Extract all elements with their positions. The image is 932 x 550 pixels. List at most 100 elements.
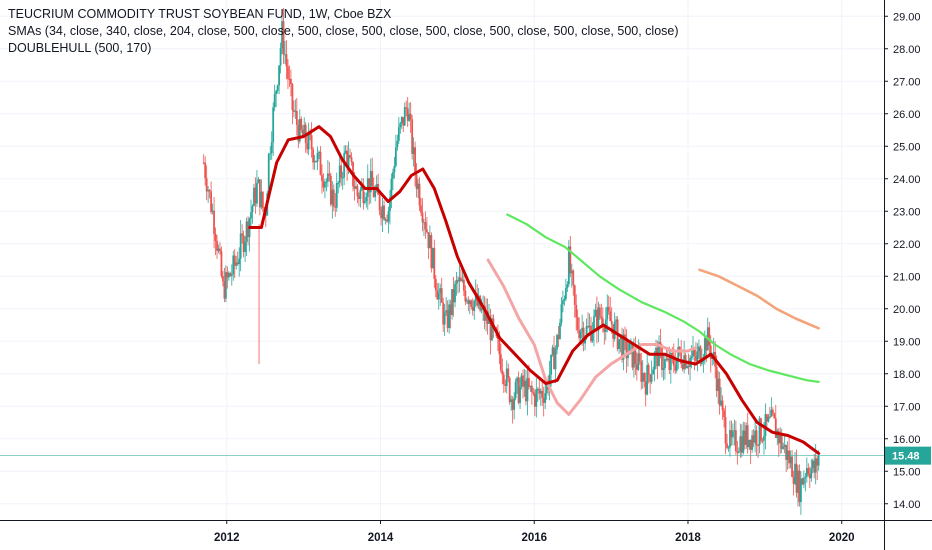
x-tick-label: 2020 [829,532,855,544]
candle-body [792,476,795,484]
candle-body [516,377,518,382]
x-tick-label: 2016 [521,532,547,544]
candle-body [254,187,257,204]
candle-body [281,21,283,49]
candle-body [363,201,366,203]
candle-body [454,283,456,303]
candle-body [536,388,539,390]
candle-body [511,399,514,410]
candle-body [306,143,309,150]
candle-body [797,470,799,493]
candle-body [276,85,279,91]
candle-body [641,373,644,382]
candle-body [238,258,241,265]
candle-body [768,416,771,418]
candle-body [499,354,502,371]
candle-body [581,327,584,332]
candle-body [326,173,329,182]
candle-body [805,468,808,477]
candle-body [749,439,752,450]
candle-body [603,327,606,333]
candle-body [337,182,340,184]
candle-body [369,171,372,193]
candle-body [514,381,517,399]
candle-body [607,306,610,312]
candle-body [717,378,720,391]
candle-body [594,310,597,317]
candle-body [644,381,647,395]
candle-body [245,221,248,242]
candle-body [811,460,814,469]
candle-body [507,368,510,378]
candle-body [550,354,552,375]
y-tick-label: 24.00 [893,174,921,186]
candle-body [520,375,523,387]
candle-body [677,346,680,359]
candle-body [746,425,749,448]
candle-body [224,272,227,299]
candle-body [358,196,360,199]
candle-body [686,366,688,368]
x-tick-label: 2014 [368,532,394,544]
candle-body [468,300,471,305]
candle-body [789,456,792,464]
candle-body [807,468,810,474]
candle-body [235,262,238,266]
candle-body [301,129,304,136]
candle-body [737,451,740,453]
candle-body [204,162,207,179]
candle-body [541,390,544,399]
candle-body [464,290,467,302]
candle-body [723,410,725,418]
candle-body [582,327,585,344]
candle-body [539,390,542,394]
candle-body [241,233,244,236]
candle-body [446,310,449,328]
candle-body [325,181,328,183]
doublehull-indicator-label[interactable]: DOUBLEHULL (500, 170) [8,41,152,55]
candle-body [724,417,727,444]
candle-body [758,418,761,446]
candle-body [638,353,641,362]
sma-line-orange [698,268,820,330]
candle-body [801,478,804,485]
candle-body [721,400,724,411]
candle-body [270,142,273,154]
candle-body [267,154,270,194]
candle-body [816,458,819,466]
candle-body [752,435,755,443]
candle-body [284,54,286,56]
candle-body [533,393,536,407]
candle-body [628,343,631,355]
candle-body [573,285,576,305]
candle-body [742,430,745,453]
candle-body [260,191,263,208]
candle-body [261,191,264,208]
candle-body [575,304,578,318]
y-tick-label: 21.00 [893,271,921,283]
candle-body [332,189,335,207]
candle-body [232,255,235,275]
candle-body [399,123,402,128]
candle-body [403,107,406,126]
candle-body [764,414,767,436]
candle-body [411,119,414,154]
candle-body [668,358,671,370]
candle-body [794,463,796,484]
candle-body [256,182,258,204]
x-tick-label: 2012 [214,532,240,544]
candle-body [669,352,672,370]
candle-body [319,151,322,176]
candle-body [718,378,721,406]
candle-body [736,451,739,453]
sma-indicator-label[interactable]: SMAs (34, close, 340, close, 204, close,… [8,24,679,38]
y-tick-label: 15.00 [893,466,921,478]
candle-body [727,447,730,449]
candle-body [703,337,706,358]
candle-body [656,347,659,367]
candle-body [412,147,415,154]
candle-body [400,117,403,124]
candle-body [303,124,306,136]
chart-title[interactable]: TEUCRIUM COMMODITY TRUST SOYBEAN FUND, 1… [8,7,392,21]
